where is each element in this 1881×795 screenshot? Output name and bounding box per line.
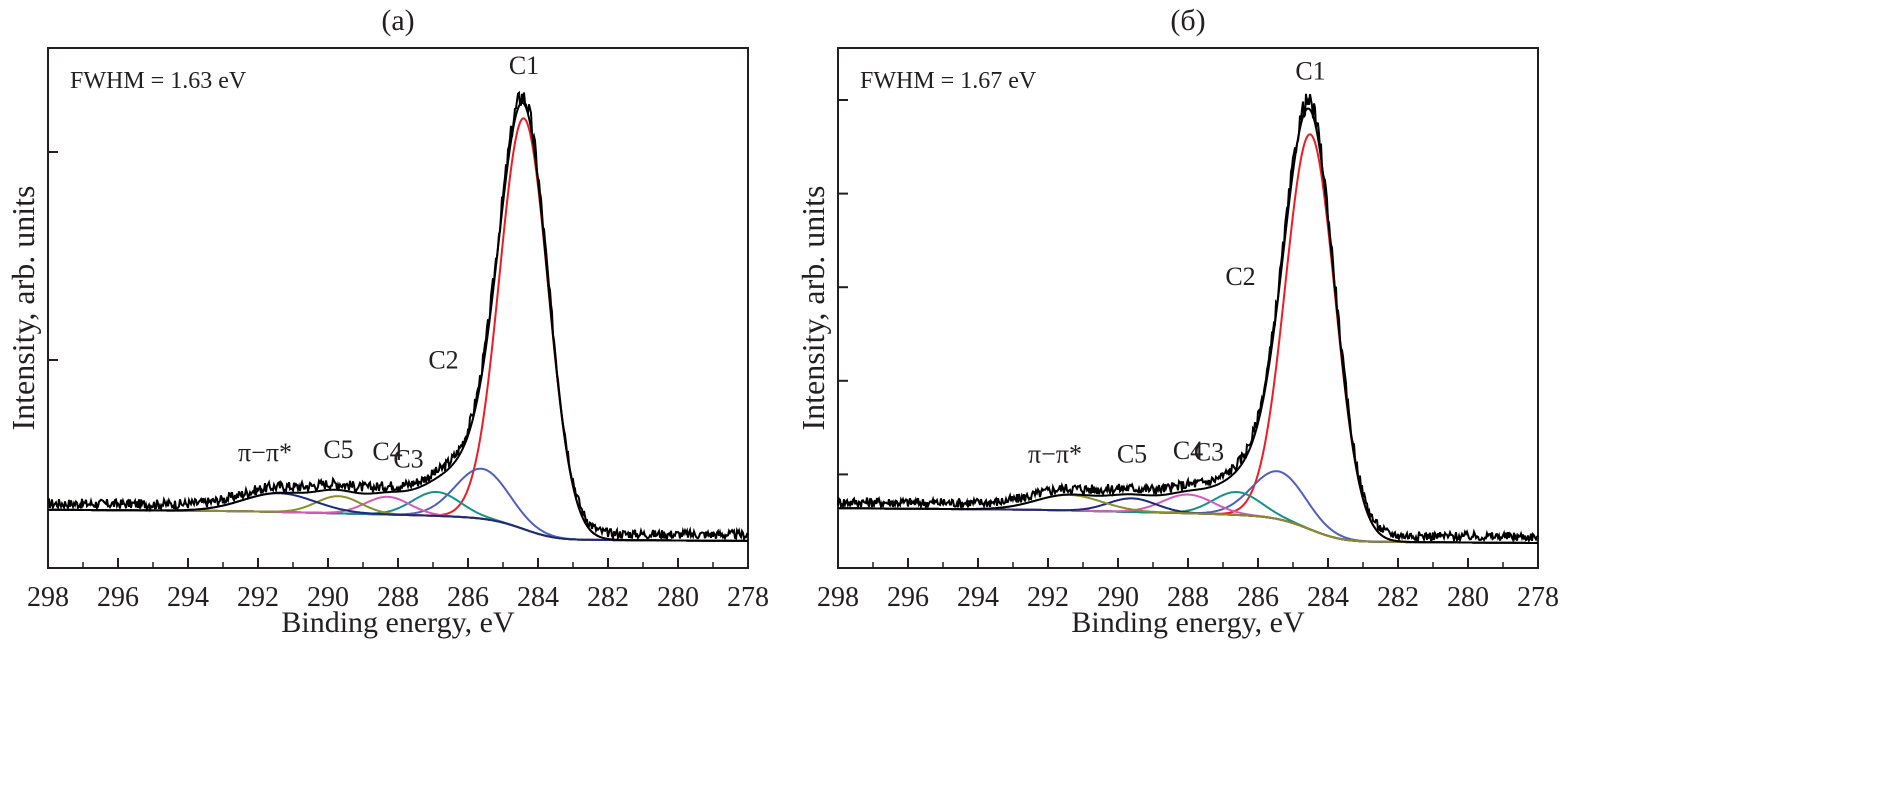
x-tick-label: 292 (1027, 582, 1069, 613)
x-tick-label: 286 (447, 582, 489, 613)
peak-label: π−π* (238, 438, 292, 467)
envelope-fit-curve (48, 101, 748, 542)
x-tick-label: 288 (1167, 582, 1209, 613)
peak-label: C3 (1194, 437, 1224, 466)
panel-title: (a) (381, 4, 414, 37)
x-tick-label: 298 (817, 582, 859, 613)
panel-b: 298 296 294 292 290 288 286 284 282 280 278 Binding… (795, 4, 1559, 639)
x-tick-label: 288 (377, 582, 419, 613)
y-axis-label: Intensity, arb. units (5, 186, 41, 431)
experimental-spectrum (837, 93, 1539, 544)
panel-title: (б) (1170, 4, 1205, 37)
x-tick-label: 284 (517, 582, 559, 613)
experimental-spectrum (47, 90, 749, 542)
x-tick-label: 282 (1377, 582, 1419, 613)
x-tick-label: 296 (97, 582, 139, 613)
component-0-curve (48, 117, 748, 542)
x-tick-label: 282 (587, 582, 629, 613)
peak-label: π−π* (1028, 439, 1082, 468)
x-tick-label: 296 (887, 582, 929, 613)
x-tick-label: 278 (727, 582, 769, 613)
peak-label: C4 (372, 437, 402, 466)
peak-label: C2 (1225, 262, 1255, 291)
x-tick-label: 280 (1447, 582, 1489, 613)
peak-label: C1 (1295, 57, 1325, 86)
peak-label: C5 (323, 435, 353, 464)
peak-label: C4 (1173, 436, 1203, 465)
x-tick-label: 298 (27, 582, 69, 613)
x-tick-label: 294 (167, 582, 209, 613)
envelope-fit-curve (838, 107, 1538, 544)
panel-a: 298 296 294 292 290 288 286 284 282 280 278 Binding… (5, 4, 769, 639)
x-tick-label: 292 (237, 582, 279, 613)
fwhm-annotation: FWHM = 1.67 eV (860, 68, 1037, 94)
peak-label: C1 (509, 51, 539, 80)
x-tick-label: 286 (1237, 582, 1279, 613)
x-tick-label: 278 (1517, 582, 1559, 613)
peak-label: C3 (393, 445, 423, 474)
peak-label: C5 (1117, 439, 1147, 468)
x-tick-label: 290 (1097, 582, 1139, 613)
x-tick-label: 290 (307, 582, 349, 613)
fwhm-annotation: FWHM = 1.63 eV (70, 68, 247, 94)
x-tick-label: 294 (957, 582, 999, 613)
x-axis-label: Binding energy, eV (1071, 606, 1305, 639)
x-tick-label: 284 (1307, 582, 1349, 613)
x-tick-label: 280 (657, 582, 699, 613)
y-axis-label: Intensity, arb. units (795, 186, 831, 431)
x-axis-label: Binding energy, eV (281, 606, 515, 639)
peak-label: C2 (428, 346, 458, 375)
